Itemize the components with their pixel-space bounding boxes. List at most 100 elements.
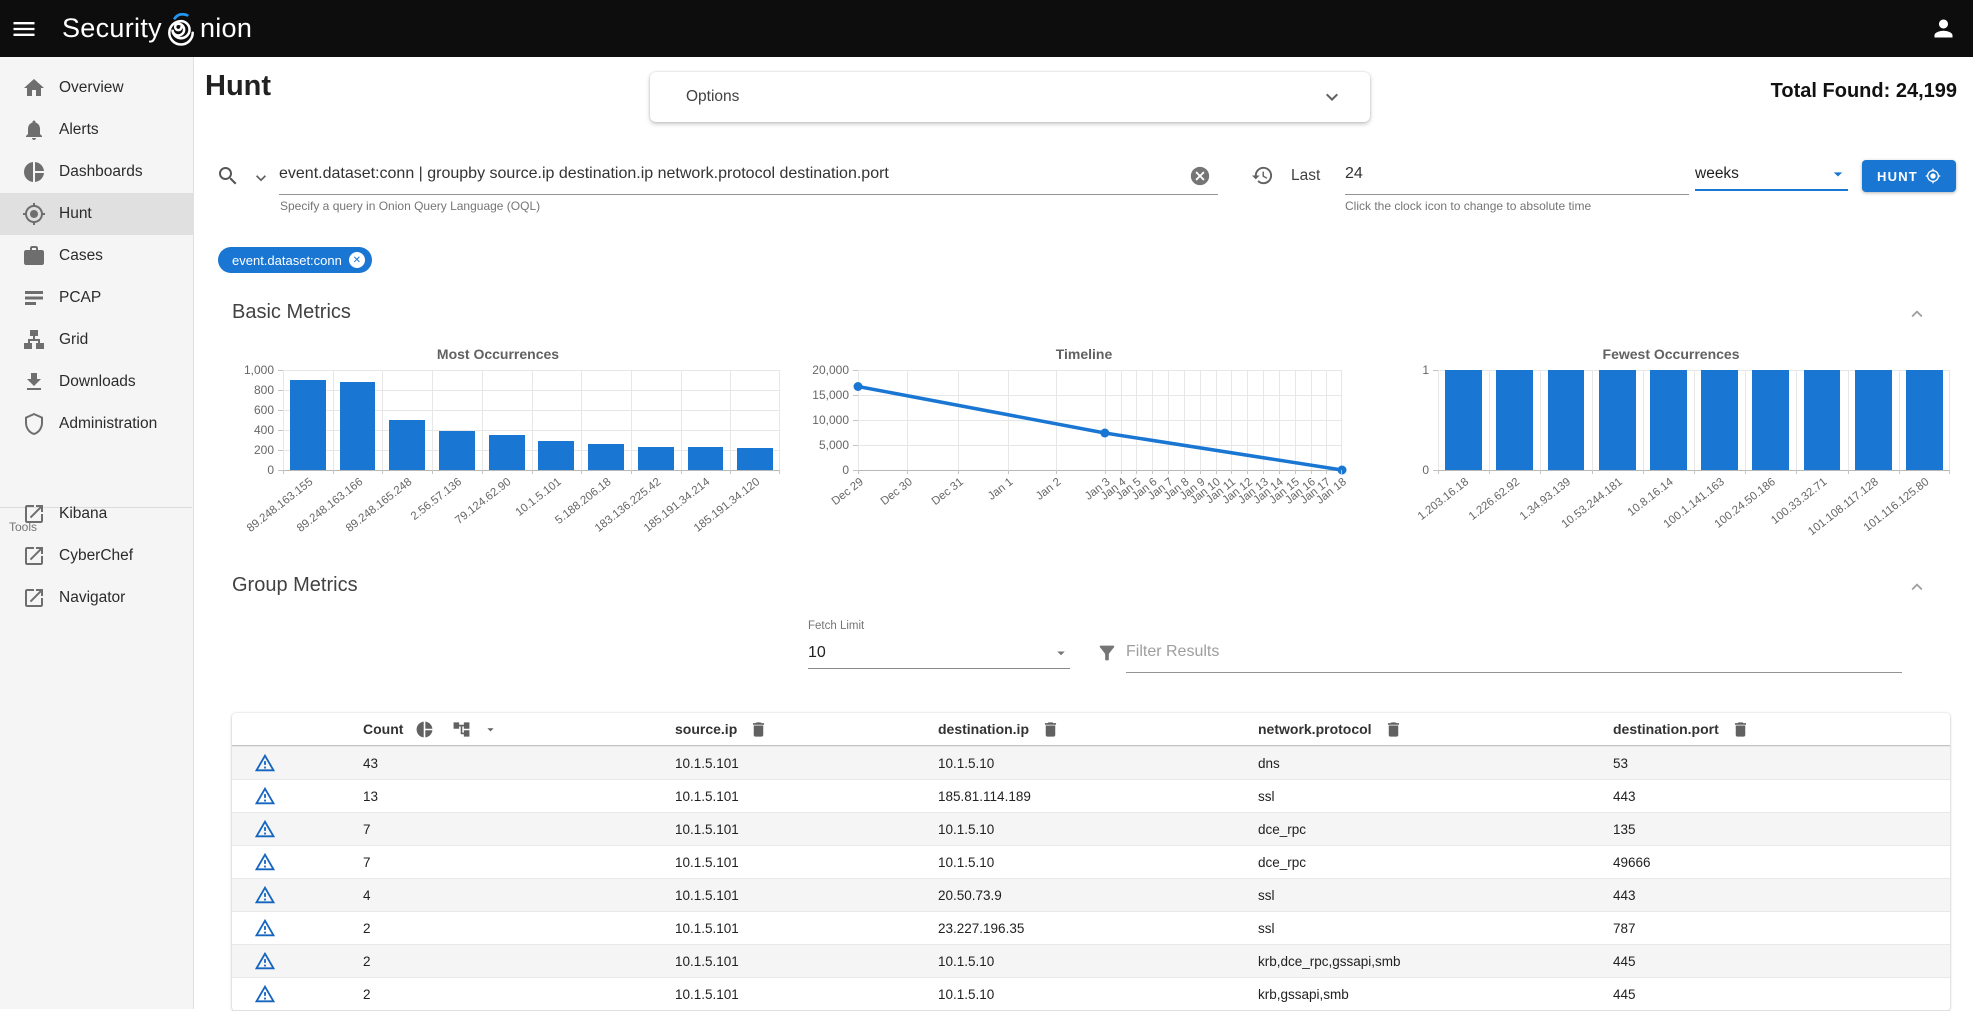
table-cell[interactable]: 445 bbox=[1613, 987, 1950, 1002]
remove-column-icon[interactable] bbox=[1731, 720, 1750, 739]
table-cell[interactable]: 2 bbox=[363, 987, 675, 1002]
collapse-basic-metrics-icon[interactable] bbox=[1906, 303, 1928, 325]
table-cell[interactable]: 443 bbox=[1613, 888, 1950, 903]
table-cell[interactable]: 443 bbox=[1613, 789, 1950, 804]
most-occurrences-bar[interactable] bbox=[688, 447, 724, 470]
fewest-occurrences-bar[interactable] bbox=[1804, 370, 1841, 470]
sidebar-item-overview[interactable]: Overview bbox=[0, 67, 193, 109]
table-cell[interactable]: 43 bbox=[363, 756, 675, 771]
query-input[interactable] bbox=[279, 158, 1218, 195]
table-cell[interactable]: 185.81.114.189 bbox=[938, 789, 1258, 804]
table-cell[interactable]: 10.1.5.101 bbox=[675, 954, 938, 969]
fetch-limit-select[interactable]: 10 bbox=[808, 638, 1070, 669]
table-cell[interactable]: 2 bbox=[363, 954, 675, 969]
most-occurrences-bar[interactable] bbox=[538, 441, 574, 471]
remove-column-icon[interactable] bbox=[1384, 720, 1403, 739]
fewest-occurrences-bar[interactable] bbox=[1496, 370, 1533, 470]
clock-history-icon[interactable] bbox=[1251, 164, 1274, 187]
table-cell[interactable]: ssl bbox=[1258, 789, 1613, 804]
remove-filter-icon[interactable]: ✕ bbox=[349, 252, 365, 268]
table-cell[interactable]: dce_rpc bbox=[1258, 855, 1613, 870]
table-cell[interactable]: 2 bbox=[363, 921, 675, 936]
most-occurrences-bar[interactable] bbox=[439, 431, 475, 471]
table-cell[interactable]: 10.1.5.10 bbox=[938, 822, 1258, 837]
table-cell[interactable]: ssl bbox=[1258, 921, 1613, 936]
timeline-data-point[interactable] bbox=[854, 382, 863, 391]
table-cell[interactable]: 10.1.5.10 bbox=[938, 855, 1258, 870]
table-cell[interactable]: 23.227.196.35 bbox=[938, 921, 1258, 936]
sidebar-item-dashboards[interactable]: Dashboards bbox=[0, 151, 193, 193]
fewest-occurrences-bar[interactable] bbox=[1548, 370, 1585, 470]
warning-icon[interactable] bbox=[232, 950, 363, 972]
most-occurrences-bar[interactable] bbox=[638, 447, 674, 471]
warning-icon[interactable] bbox=[232, 752, 363, 774]
table-cell[interactable]: 10.1.5.101 bbox=[675, 921, 938, 936]
duration-unit-select[interactable]: weeks bbox=[1695, 158, 1848, 191]
user-account-icon[interactable] bbox=[1930, 15, 1958, 43]
remove-column-icon[interactable] bbox=[749, 720, 768, 739]
caret-down-icon[interactable] bbox=[483, 722, 498, 737]
most-occurrences-bar[interactable] bbox=[389, 420, 425, 470]
timeline-data-point[interactable] bbox=[1338, 466, 1347, 475]
fewest-occurrences-bar[interactable] bbox=[1701, 370, 1738, 470]
fewest-occurrences-bar[interactable] bbox=[1752, 370, 1789, 470]
warning-icon[interactable] bbox=[232, 785, 363, 807]
table-cell[interactable]: krb,gssapi,smb bbox=[1258, 987, 1613, 1002]
table-cell[interactable]: 10.1.5.101 bbox=[675, 822, 938, 837]
filter-results-input[interactable] bbox=[1126, 636, 1902, 673]
table-cell[interactable]: 10.1.5.10 bbox=[938, 987, 1258, 1002]
fewest-occurrences-bar[interactable] bbox=[1906, 370, 1943, 470]
most-occurrences-bar[interactable] bbox=[340, 382, 376, 471]
table-cell[interactable]: 445 bbox=[1613, 954, 1950, 969]
most-occurrences-bar[interactable] bbox=[290, 380, 326, 470]
collapse-group-metrics-icon[interactable] bbox=[1906, 576, 1928, 598]
fewest-occurrences-bar[interactable] bbox=[1855, 370, 1892, 470]
table-cell[interactable]: 787 bbox=[1613, 921, 1950, 936]
timeline-data-point[interactable] bbox=[1100, 429, 1109, 438]
sidebar-item-cases[interactable]: Cases bbox=[0, 235, 193, 277]
warning-icon[interactable] bbox=[232, 983, 363, 1005]
sidebar-item-navigator[interactable]: Navigator bbox=[0, 577, 193, 619]
sidebar-item-alerts[interactable]: Alerts bbox=[0, 109, 193, 151]
table-cell[interactable]: 10.1.5.10 bbox=[938, 756, 1258, 771]
table-cell[interactable]: 20.50.73.9 bbox=[938, 888, 1258, 903]
filter-chip[interactable]: event.dataset:conn ✕ bbox=[218, 247, 372, 273]
pie-chart-toggle-icon[interactable] bbox=[415, 720, 434, 739]
sidebar-item-cyberchef[interactable]: CyberChef bbox=[0, 535, 193, 577]
warning-icon[interactable] bbox=[232, 818, 363, 840]
graph-toggle-icon[interactable] bbox=[452, 720, 471, 739]
table-cell[interactable]: 10.1.5.10 bbox=[938, 954, 1258, 969]
duration-input[interactable] bbox=[1345, 158, 1689, 195]
table-cell[interactable]: 10.1.5.101 bbox=[675, 987, 938, 1002]
options-dropdown[interactable]: Options bbox=[650, 72, 1370, 122]
table-cell[interactable]: dce_rpc bbox=[1258, 822, 1613, 837]
sidebar-item-hunt[interactable]: Hunt bbox=[0, 193, 193, 235]
query-history-chevron-icon[interactable] bbox=[251, 168, 271, 188]
warning-icon[interactable] bbox=[232, 884, 363, 906]
hunt-button[interactable]: HUNT bbox=[1862, 160, 1956, 192]
clear-query-icon[interactable] bbox=[1189, 165, 1211, 187]
table-cell[interactable]: 13 bbox=[363, 789, 675, 804]
table-cell[interactable]: 7 bbox=[363, 822, 675, 837]
warning-icon[interactable] bbox=[232, 917, 363, 939]
table-cell[interactable]: 10.1.5.101 bbox=[675, 756, 938, 771]
warning-icon[interactable] bbox=[232, 851, 363, 873]
table-cell[interactable]: 7 bbox=[363, 855, 675, 870]
table-cell[interactable]: 49666 bbox=[1613, 855, 1950, 870]
most-occurrences-bar[interactable] bbox=[588, 444, 624, 470]
remove-column-icon[interactable] bbox=[1041, 720, 1060, 739]
table-cell[interactable]: 135 bbox=[1613, 822, 1950, 837]
fewest-occurrences-bar[interactable] bbox=[1599, 370, 1636, 470]
table-cell[interactable]: 10.1.5.101 bbox=[675, 855, 938, 870]
table-cell[interactable]: 4 bbox=[363, 888, 675, 903]
most-occurrences-bar[interactable] bbox=[737, 448, 773, 471]
fewest-occurrences-bar[interactable] bbox=[1445, 370, 1482, 470]
table-cell[interactable]: 10.1.5.101 bbox=[675, 789, 938, 804]
sidebar-item-pcap[interactable]: PCAP bbox=[0, 277, 193, 319]
hamburger-menu-icon[interactable] bbox=[10, 15, 40, 43]
table-cell[interactable]: 10.1.5.101 bbox=[675, 888, 938, 903]
table-cell[interactable]: dns bbox=[1258, 756, 1613, 771]
fewest-occurrences-bar[interactable] bbox=[1650, 370, 1687, 470]
table-cell[interactable]: ssl bbox=[1258, 888, 1613, 903]
table-cell[interactable]: krb,dce_rpc,gssapi,smb bbox=[1258, 954, 1613, 969]
